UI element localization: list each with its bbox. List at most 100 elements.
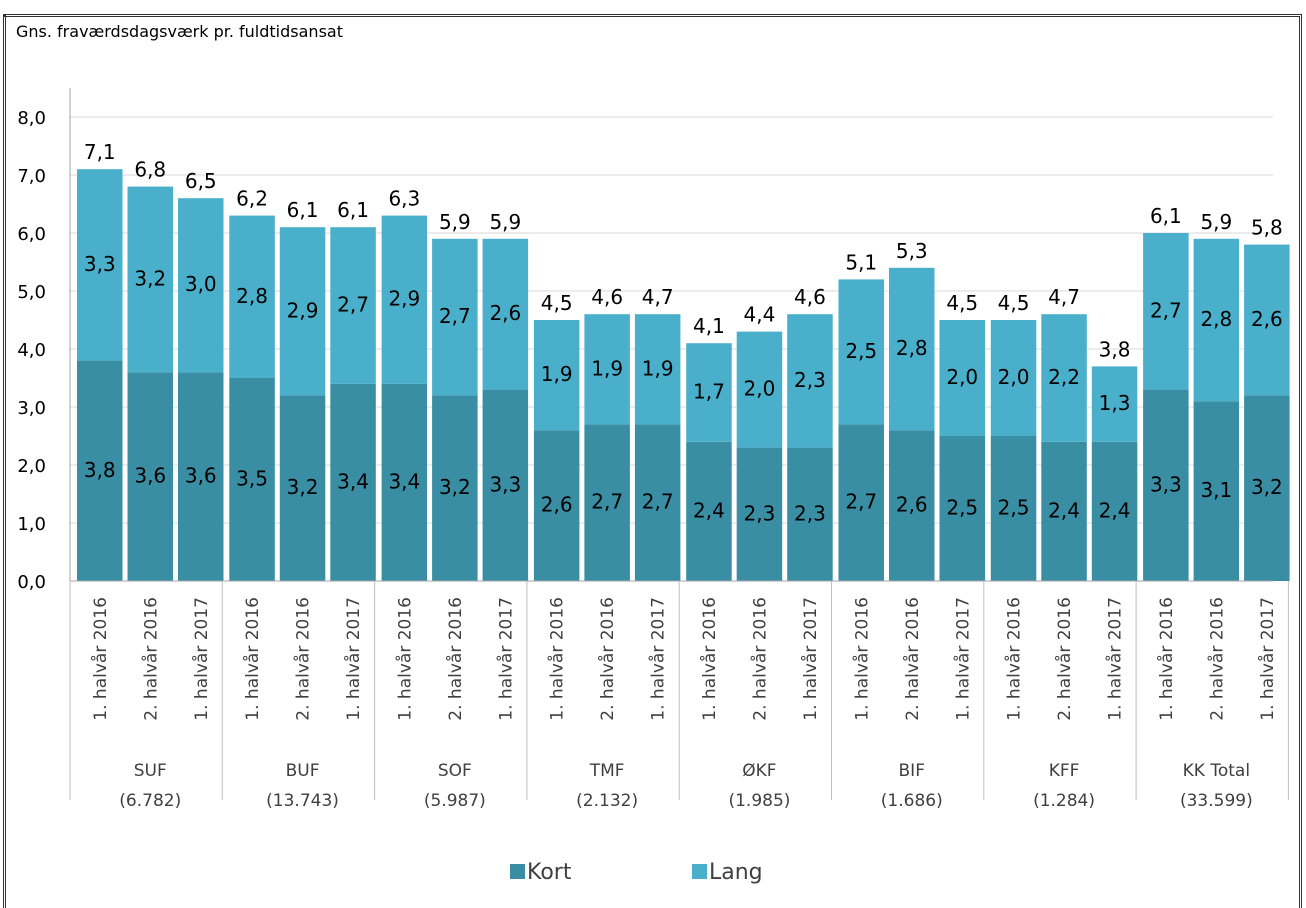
data-label-lang: 2,9 [287, 298, 319, 322]
bar-segment-kort [330, 383, 376, 581]
group-label: BUF [286, 761, 320, 781]
bar-segment-lang [279, 227, 326, 396]
bar-segment-kort [686, 441, 732, 581]
data-label-kort: 2,7 [591, 490, 623, 514]
y-tick-label: 1,0 [17, 514, 46, 535]
bar-segment-lang [229, 215, 275, 378]
data-label-total: 3,8 [1099, 337, 1131, 361]
bar-segment-lang [990, 320, 1037, 436]
y-tick-label: 2,0 [17, 456, 46, 477]
bar-segment-lang [736, 331, 783, 448]
frame-corner [3, 14, 6, 17]
bar-segment-lang [381, 215, 428, 384]
data-label-lang: 2,8 [236, 284, 268, 308]
data-label-total: 5,9 [1200, 210, 1232, 234]
x-tick-label: 2. halvår 2016 [749, 597, 770, 721]
bar-segment-kort [1244, 395, 1290, 581]
data-label-kort: 3,6 [134, 464, 166, 488]
data-label-kort: 3,1 [1200, 478, 1232, 502]
data-label-total: 6,1 [287, 198, 319, 222]
x-tick-label: 1. halvår 2017 [1257, 597, 1278, 721]
data-label-total: 4,4 [744, 303, 776, 327]
bar-segment-kort [381, 383, 428, 581]
bar-segment-kort [787, 447, 833, 581]
bar-segment-kort [178, 372, 224, 581]
data-label-kort: 3,4 [337, 469, 369, 493]
bar-segment-kort [1193, 401, 1240, 581]
x-tick-label: 2. halvår 2016 [140, 597, 161, 721]
legend: Kort Lang [510, 860, 763, 885]
data-label-total: 6,1 [1150, 204, 1182, 228]
x-tick-label: 1. halvår 2017 [648, 597, 669, 721]
group-label: BIF [899, 761, 925, 781]
data-label-total: 4,5 [946, 291, 978, 315]
bar-segment-kort [634, 424, 681, 581]
y-tick-label: 4,0 [17, 340, 46, 361]
data-label-total: 5,3 [896, 239, 928, 263]
data-label-lang: 2,8 [896, 336, 928, 360]
data-label-total: 4,7 [1048, 285, 1080, 309]
x-tick-label: 1. halvår 2016 [394, 597, 415, 721]
data-label-total: 6,2 [236, 187, 268, 211]
group-count-label: (13.743) [266, 791, 339, 811]
data-label-total: 4,5 [541, 291, 573, 315]
data-label-lang: 2,6 [1251, 307, 1283, 331]
data-label-total: 5,1 [845, 250, 877, 274]
x-axis: 1. halvår 2016 2. halvår 2016 1. halvår 20… [69, 580, 1289, 811]
chart-title: Gns. fraværdsdagsværk pr. fuldtidsansat [16, 22, 343, 41]
data-label-kort: 3,4 [388, 469, 420, 493]
bar-segment-kort [77, 360, 123, 581]
data-label-kort: 3,2 [439, 475, 471, 499]
data-label-lang: 3,2 [134, 266, 166, 290]
data-label-kort: 2,7 [642, 490, 674, 514]
bar-segment-lang [1041, 314, 1087, 442]
data-label-kort: 2,3 [794, 501, 826, 525]
data-label-total: 4,7 [642, 285, 674, 309]
data-label-kort: 2,6 [541, 493, 573, 517]
bar-segment-kort [533, 430, 580, 581]
data-label-lang: 2,0 [946, 365, 978, 389]
bar-segment-kort [1041, 441, 1087, 581]
bar-segment-lang [889, 267, 935, 431]
bar-segment-lang [178, 198, 224, 373]
bars: 3,8 3,3 7,1 3,6 3,2 6,8 3,6 3,0 6,5 3,5 2,8 6,2 3,2 2… [77, 140, 1290, 581]
group-count-label: (1.284) [1033, 791, 1095, 811]
data-label-kort: 2,3 [744, 501, 776, 525]
data-label-lang: 1,9 [541, 362, 573, 386]
data-label-kort: 2,6 [896, 493, 928, 517]
data-label-lang: 2,7 [439, 304, 471, 328]
bar-segment-lang [432, 238, 478, 396]
bar-segment-lang [634, 314, 681, 425]
data-label-lang: 2,2 [1048, 365, 1080, 389]
data-label-total: 6,3 [388, 187, 420, 211]
y-tick-label: 5,0 [17, 282, 46, 303]
data-label-total: 6,5 [185, 169, 217, 193]
x-tick-label: 2. halvår 2016 [597, 597, 618, 721]
data-label-total: 5,8 [1251, 216, 1283, 240]
legend-label-kort: Kort [527, 860, 572, 885]
x-tick-label: 2. halvår 2016 [902, 597, 923, 721]
group-label: KFF [1049, 761, 1080, 781]
group-count-label: (33.599) [1180, 791, 1253, 811]
bar-segment-kort [432, 395, 478, 581]
data-label-lang: 2,7 [1150, 298, 1182, 322]
group-label: TMF [589, 761, 625, 781]
data-label-lang: 2,7 [337, 293, 369, 317]
bar-segment-kort [127, 372, 173, 581]
bar-segment-kort [584, 424, 630, 581]
bar-segment-kort [838, 424, 884, 581]
y-tick-label: 7,0 [17, 166, 46, 187]
data-label-kort: 2,4 [1048, 498, 1080, 522]
legend-swatch-lang [692, 864, 707, 879]
data-label-lang: 3,0 [185, 272, 217, 296]
bar-segment-lang [1193, 238, 1240, 402]
group-label: SUF [134, 761, 167, 781]
group-count-label: (6.782) [119, 791, 181, 811]
bar-segment-kort [990, 436, 1037, 581]
bar-segment-lang [939, 320, 985, 436]
data-label-lang: 3,3 [84, 252, 116, 276]
data-label-lang: 1,7 [693, 380, 725, 404]
x-tick-label: 1. halvår 2017 [191, 597, 212, 721]
bar-segment-lang [533, 320, 580, 431]
